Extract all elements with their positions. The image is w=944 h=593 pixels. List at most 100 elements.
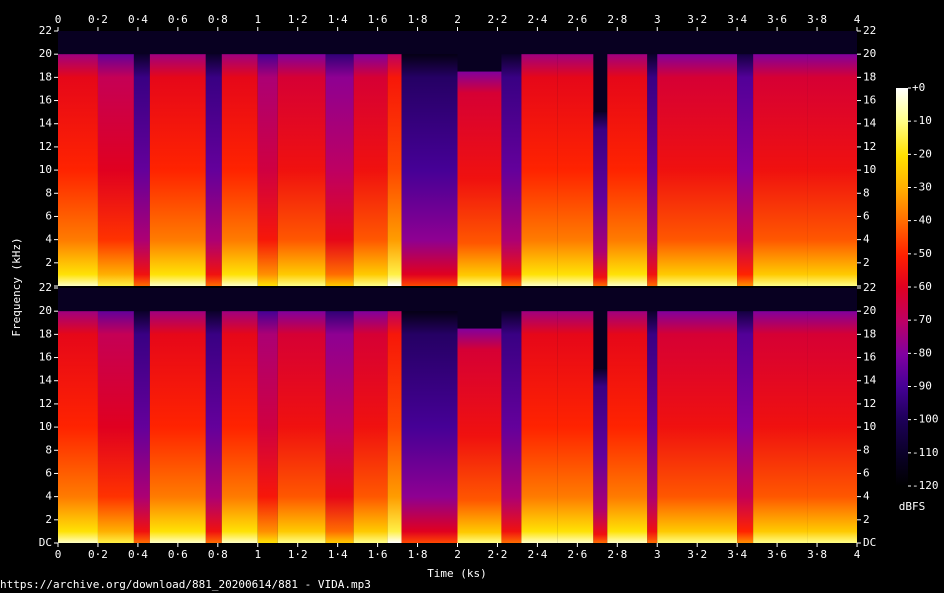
x-tick-label: 0 xyxy=(55,13,62,26)
colorbar-tick-label: -30 xyxy=(912,181,932,194)
y-tick-label: 8 xyxy=(863,186,870,199)
spectrogram-segment xyxy=(647,311,658,543)
x-tick-label: 3 xyxy=(654,548,661,561)
x-tick-label: 3·6 xyxy=(767,548,787,561)
y-tick-label: 12 xyxy=(863,397,876,410)
spectrogram-segment xyxy=(149,54,206,286)
x-tick-label: 0 xyxy=(55,548,62,561)
x-axis-label: Time (ks) xyxy=(427,567,487,580)
x-tick-label: 4 xyxy=(854,13,861,26)
colorbar-tick-label: -120 xyxy=(912,479,939,492)
x-tick-label: 1·6 xyxy=(368,548,388,561)
spectrogram-segment xyxy=(593,369,608,543)
x-tick-label: 3·2 xyxy=(687,548,707,561)
spectrogram-segment xyxy=(401,54,458,286)
x-tick-label: 1·6 xyxy=(368,13,388,26)
x-tick-label: 1·8 xyxy=(408,13,428,26)
y-tick-label: 2 xyxy=(863,513,870,526)
spectrogram-segment xyxy=(521,311,558,543)
x-tick-label: 2·8 xyxy=(607,13,627,26)
spectrogram-segment xyxy=(149,311,206,543)
x-tick-label: 1·2 xyxy=(288,13,308,26)
x-tick-label: 2·4 xyxy=(527,548,547,561)
spectrogram-segment xyxy=(807,311,857,543)
colorbar-label: dBFS xyxy=(899,500,926,513)
colorbar-tick-label: -60 xyxy=(912,280,932,293)
y-tick-label: 12 xyxy=(39,140,52,153)
y-tick-label: DC xyxy=(39,536,52,549)
spectrogram-segment xyxy=(257,311,278,543)
spectrogram-segment xyxy=(277,311,326,543)
spectrogram-segment xyxy=(607,54,648,286)
spectrogram-segment xyxy=(221,311,258,543)
y-tick-label: 18 xyxy=(863,327,876,340)
y-tick-label: 12 xyxy=(863,140,876,153)
y-tick-label: 22 xyxy=(39,24,52,37)
x-tick-label: 0·6 xyxy=(168,13,188,26)
spectrogram-segment xyxy=(97,311,134,543)
x-tick-label: 4 xyxy=(854,548,861,561)
spectrogram-segment xyxy=(325,311,354,543)
colorbar-tick-label: -20 xyxy=(912,147,932,160)
x-tick-label: 3·4 xyxy=(727,13,747,26)
x-tick-label: 2·6 xyxy=(567,548,587,561)
spectrogram-segment xyxy=(205,54,222,286)
spectrogram-segment xyxy=(607,311,648,543)
spectrogram-segment xyxy=(647,54,658,286)
x-tick-label: 3 xyxy=(654,13,661,26)
y-tick-label: 12 xyxy=(39,397,52,410)
x-tick-label: 1·2 xyxy=(288,548,308,561)
spectrogram-segment xyxy=(221,54,258,286)
spectrogram-segment xyxy=(737,54,754,286)
y-tick-label: 4 xyxy=(45,490,52,503)
y-tick-label: 6 xyxy=(863,209,870,222)
colorbar-tick-label: -110 xyxy=(912,446,939,459)
x-tick-label: 2 xyxy=(454,548,461,561)
spectrogram-segment xyxy=(353,54,388,286)
footer-url: https://archive.org/download/881_2020061… xyxy=(0,578,371,591)
spectrogram-segment xyxy=(353,311,388,543)
x-tick-label: 3·2 xyxy=(687,13,707,26)
y-tick-label: 10 xyxy=(39,420,52,433)
spectrogram-segment xyxy=(557,54,594,286)
y-tick-label: 4 xyxy=(863,233,870,246)
y-tick-label: 16 xyxy=(39,351,52,364)
spectrogram-segment xyxy=(753,54,808,286)
spectrogram-segment xyxy=(593,112,608,287)
y-tick-label: 2 xyxy=(45,256,52,269)
y-tick-label: 14 xyxy=(863,374,877,387)
y-tick-label: 16 xyxy=(39,94,52,107)
x-tick-label: 0·4 xyxy=(128,13,148,26)
colorbar-tick-label: -40 xyxy=(912,214,932,227)
y-tick-label: 10 xyxy=(39,163,52,176)
y-tick-label: 6 xyxy=(45,466,52,479)
x-tick-label: 2·6 xyxy=(567,13,587,26)
x-tick-label: 2·8 xyxy=(607,548,627,561)
x-tick-label: 2·2 xyxy=(488,548,508,561)
x-tick-label: 0·6 xyxy=(168,548,188,561)
y-tick-label: 8 xyxy=(45,443,52,456)
x-tick-label: 2·4 xyxy=(527,13,547,26)
colorbar-tick-label: +0 xyxy=(912,81,925,94)
y-tick-label: 8 xyxy=(863,443,870,456)
x-tick-label: 0·8 xyxy=(208,548,228,561)
y-tick-label: 18 xyxy=(39,70,52,83)
spectrogram-segment xyxy=(257,54,278,286)
y-tick-label: 18 xyxy=(863,70,876,83)
x-tick-label: 2·2 xyxy=(488,13,508,26)
y-tick-label: 4 xyxy=(863,490,870,503)
y-tick-label: 20 xyxy=(863,47,876,60)
spectrogram-segment xyxy=(807,54,857,286)
spectrogram-segment xyxy=(557,311,594,543)
spectrogram-segment xyxy=(277,54,326,286)
spectrogram-segment xyxy=(753,311,808,543)
y-tick-label: 2 xyxy=(45,513,52,526)
y-tick-label: 22 xyxy=(863,281,876,294)
x-tick-label: 3·6 xyxy=(767,13,787,26)
x-tick-label: 3·4 xyxy=(727,548,747,561)
x-tick-label: 1 xyxy=(254,548,261,561)
colorbar-tick-label: -70 xyxy=(912,313,932,326)
spectrogram-segment xyxy=(97,54,134,286)
y-tick-label: 18 xyxy=(39,327,52,340)
